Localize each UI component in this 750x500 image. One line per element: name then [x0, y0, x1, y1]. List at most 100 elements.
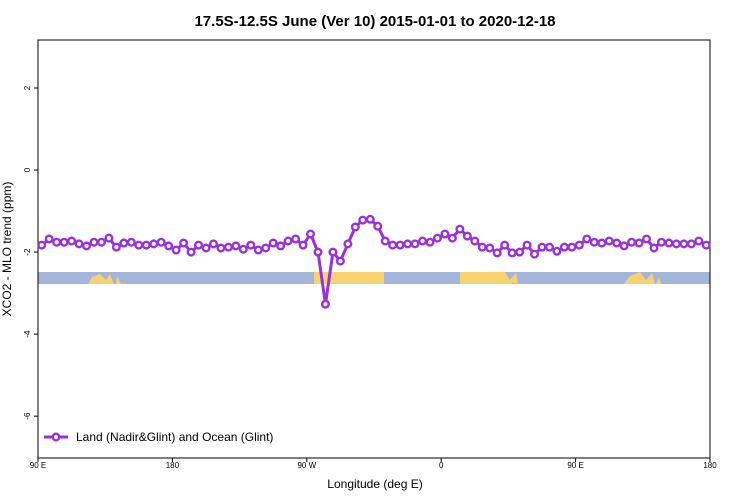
data-point	[604, 236, 614, 246]
y-tick-label: -6	[23, 412, 32, 420]
data-point	[522, 240, 532, 250]
data-point	[470, 236, 480, 246]
data-point	[104, 233, 114, 243]
data-point	[44, 234, 54, 244]
data-point	[171, 245, 181, 255]
y-tick-label: 0	[23, 167, 32, 172]
data-point	[507, 248, 517, 258]
data-point	[656, 237, 666, 247]
data-point	[388, 240, 398, 250]
data-point	[358, 215, 368, 225]
data-point	[253, 245, 263, 255]
x-tick-label: 180	[166, 461, 180, 470]
data-point	[89, 237, 99, 247]
data-point	[365, 214, 375, 224]
data-point	[410, 239, 420, 249]
data-point	[664, 238, 674, 248]
x-tick-label: 90 W	[297, 461, 316, 470]
x-axis-label: Longitude (deg E)	[327, 477, 422, 491]
data-point	[619, 241, 629, 251]
data-point	[582, 234, 592, 244]
data-point	[440, 229, 450, 239]
x-tick-label: 90 E	[30, 461, 46, 470]
data-point	[515, 247, 525, 257]
data-point	[335, 256, 345, 266]
data-point	[52, 237, 62, 247]
data-point	[141, 240, 151, 250]
data-point	[134, 240, 144, 250]
data-point	[574, 240, 584, 250]
land-ocean-strip	[38, 272, 710, 284]
data-point	[306, 229, 316, 239]
data-point	[283, 236, 293, 246]
data-point	[612, 238, 622, 248]
data-point	[320, 299, 330, 309]
data-point	[313, 247, 323, 257]
data-point	[96, 237, 106, 247]
data-point	[373, 221, 383, 231]
data-point	[201, 243, 211, 253]
data-point	[649, 243, 659, 253]
data-point	[186, 247, 196, 257]
data-point	[500, 240, 510, 250]
y-tick-label: -2	[23, 248, 32, 256]
y-tick-label: 2	[23, 85, 32, 90]
data-point	[111, 242, 121, 252]
data-point	[149, 239, 159, 249]
data-point	[462, 231, 472, 241]
data-point	[447, 233, 457, 243]
data-point	[223, 242, 233, 252]
data-point	[432, 233, 442, 243]
legend-marker	[51, 432, 61, 442]
data-point	[380, 236, 390, 246]
data-point	[552, 246, 562, 256]
data-point	[156, 237, 166, 247]
data-point	[82, 241, 92, 251]
data-point	[567, 242, 577, 252]
x-tick-label: 90 E	[567, 461, 583, 470]
y-axis-label: XCO2 - MLO trend (ppm)	[0, 182, 14, 317]
series-line	[40, 217, 707, 305]
data-point	[291, 234, 301, 244]
data-point	[67, 236, 77, 246]
x-tick-label: 0	[439, 461, 444, 470]
data-point	[597, 238, 607, 248]
data-point	[231, 241, 241, 251]
data-point	[179, 238, 189, 248]
data-point	[627, 237, 637, 247]
data-point	[492, 248, 502, 258]
data-point	[37, 240, 47, 250]
data-point	[530, 249, 540, 259]
data-point	[477, 242, 487, 252]
data-point	[328, 247, 338, 257]
data-point	[119, 238, 129, 248]
data-point	[343, 239, 353, 249]
data-point	[686, 239, 696, 249]
data-point	[74, 239, 84, 249]
data-point	[216, 243, 226, 253]
data-point	[671, 239, 681, 249]
data-point	[298, 240, 308, 250]
data-point	[634, 238, 644, 248]
data-point	[126, 237, 136, 247]
data-point	[268, 238, 278, 248]
data-point	[642, 234, 652, 244]
data-point	[164, 241, 174, 251]
data-point	[59, 237, 69, 247]
data-point	[485, 243, 495, 253]
chart-title: 17.5S-12.5S June (Ver 10) 2015-01-01 to …	[194, 13, 555, 30]
data-point	[455, 224, 465, 234]
data-point	[350, 222, 360, 232]
data-point	[194, 240, 204, 250]
data-point	[694, 236, 704, 246]
data-point	[679, 239, 689, 249]
plot-frame	[37, 39, 711, 459]
data-point	[238, 244, 248, 254]
x-tick-label: 180	[703, 461, 717, 470]
data-point	[537, 242, 547, 252]
data-point	[208, 239, 218, 249]
data-point	[589, 237, 599, 247]
data-point	[418, 236, 428, 246]
data-point	[701, 240, 711, 250]
